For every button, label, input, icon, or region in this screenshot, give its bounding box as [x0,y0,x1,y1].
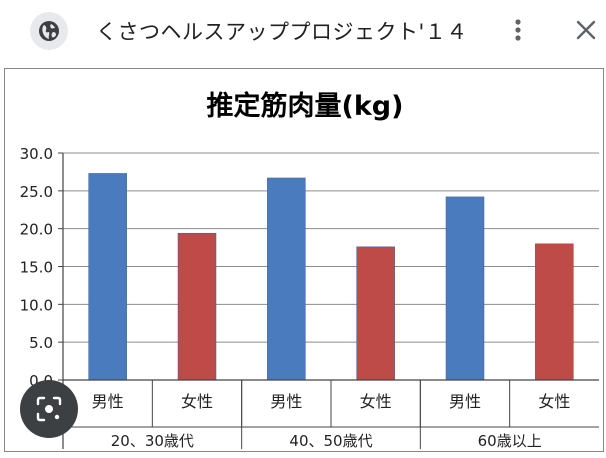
globe-icon[interactable] [30,12,68,50]
bar [88,173,127,381]
bar [535,243,574,381]
top-bar: くさつヘルスアッププロジェクト'１４ [0,0,606,60]
bar-chart: 推定筋肉量(kg) 0.05.010.015.020.025.030.0男性女性… [20,90,599,450]
y-tick-label: 25.0 [20,183,53,201]
y-tick-label: 10.0 [20,296,53,314]
page-title: くさつヘルスアッププロジェクト'１４ [96,20,468,44]
image-search-icon[interactable] [20,380,78,438]
group-label: 20、30歳代 [111,432,194,450]
y-tick-label: 5.0 [29,334,53,352]
bar [356,246,395,381]
x-tick-label: 男性 [449,392,481,411]
close-icon[interactable] [572,16,600,44]
bar [177,232,217,381]
chart-title: 推定筋肉量(kg) [207,90,404,122]
bar [267,177,306,381]
group-label: 40、50歳代 [289,432,372,450]
more-vert-icon[interactable] [508,16,528,44]
bar [445,196,485,381]
x-tick-label: 男性 [270,392,302,411]
x-tick-label: 女性 [538,392,570,411]
x-tick-label: 女性 [181,392,213,411]
y-tick-label: 15.0 [20,259,53,277]
x-tick-label: 女性 [360,392,392,411]
chart-container: 推定筋肉量(kg) 0.05.010.015.020.025.030.0男性女性… [4,68,604,452]
y-tick-label: 30.0 [20,145,53,163]
y-tick-label: 20.0 [20,221,53,239]
x-tick-label: 男性 [92,392,124,411]
group-label: 60歳以上 [478,432,542,450]
